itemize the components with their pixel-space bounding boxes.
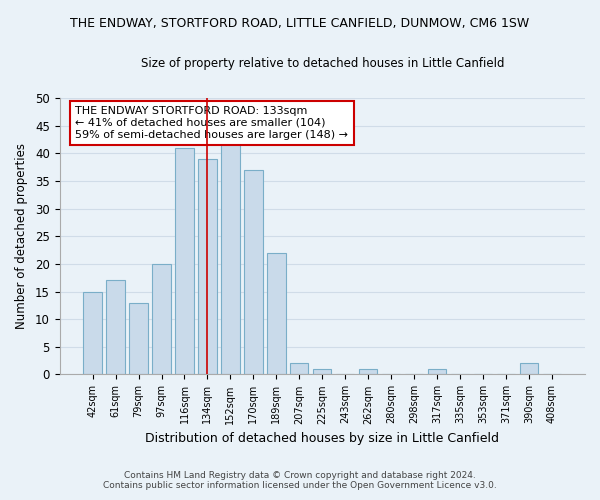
Bar [83, 292, 102, 374]
Text: THE ENDWAY STORTFORD ROAD: 133sqm
← 41% of detached houses are smaller (104)
59%: THE ENDWAY STORTFORD ROAD: 133sqm ← 41% … [76, 106, 349, 140]
Bar [106, 280, 125, 374]
Y-axis label: Number of detached properties: Number of detached properties [15, 143, 28, 329]
Bar [198, 159, 217, 374]
Bar [267, 253, 286, 374]
Bar [130, 302, 148, 374]
Bar [520, 364, 538, 374]
Text: THE ENDWAY, STORTFORD ROAD, LITTLE CANFIELD, DUNMOW, CM6 1SW: THE ENDWAY, STORTFORD ROAD, LITTLE CANFI… [70, 18, 530, 30]
Bar [290, 364, 308, 374]
Text: Contains HM Land Registry data © Crown copyright and database right 2024.
Contai: Contains HM Land Registry data © Crown c… [103, 470, 497, 490]
Bar [359, 369, 377, 374]
Title: Size of property relative to detached houses in Little Canfield: Size of property relative to detached ho… [140, 58, 504, 70]
X-axis label: Distribution of detached houses by size in Little Canfield: Distribution of detached houses by size … [145, 432, 499, 445]
Bar [175, 148, 194, 374]
Bar [244, 170, 263, 374]
Bar [428, 369, 446, 374]
Bar [221, 142, 239, 374]
Bar [313, 369, 331, 374]
Bar [152, 264, 170, 374]
